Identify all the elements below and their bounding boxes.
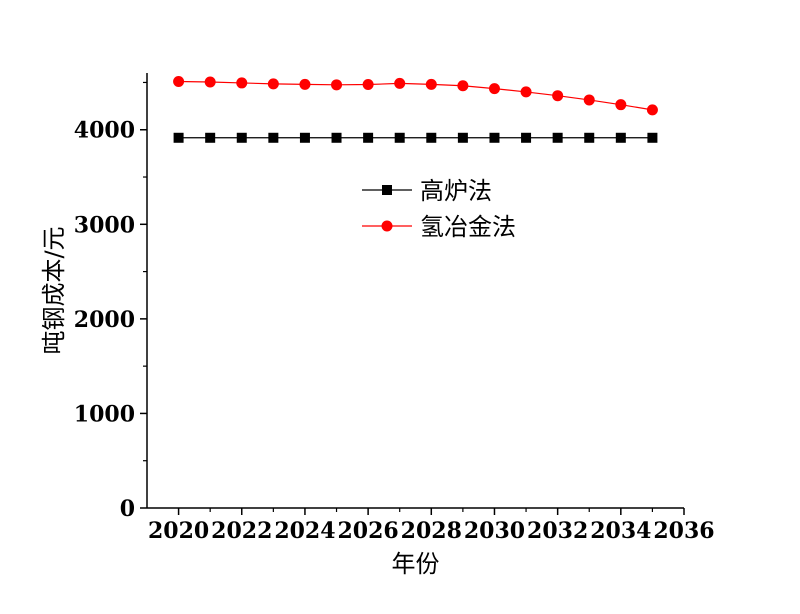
x-tick-label: 2032 (527, 518, 588, 544)
legend-label: 高炉法 (420, 177, 492, 205)
data-point (394, 77, 406, 89)
data-point (425, 78, 437, 90)
y-axis-title: 吨钢成本/元 (40, 226, 68, 354)
data-point (331, 79, 343, 91)
x-ticks: 2020 2022 2024 2026 2028 2030 2032 2034 2036 (148, 508, 715, 544)
data-point (299, 78, 311, 90)
data-point (647, 132, 658, 143)
x-tick-label: 2034 (590, 518, 651, 544)
data-point (552, 90, 564, 102)
data-point (299, 132, 310, 143)
data-point (521, 132, 532, 143)
data-point (362, 79, 374, 91)
y-tick-label: 2000 (74, 307, 135, 333)
data-point (236, 132, 247, 143)
data-point (331, 132, 342, 143)
series-line (178, 80, 653, 111)
data-point (583, 94, 595, 106)
x-tick-label: 2022 (211, 518, 272, 544)
data-point (204, 76, 216, 88)
y-ticks: 0 1000 2000 3000 4000 (74, 81, 147, 522)
data-point (205, 132, 216, 143)
data-point (394, 132, 405, 143)
x-tick-label: 2026 (338, 518, 399, 544)
y-tick-label: 0 (120, 496, 135, 522)
data-point (584, 132, 595, 143)
data-point (173, 132, 184, 143)
data-point (363, 132, 374, 143)
legend-marker (382, 185, 392, 195)
series-1 (173, 132, 658, 143)
y-tick-label: 4000 (74, 118, 135, 144)
data-point (520, 86, 532, 98)
legend-label: 氢冶金法 (420, 213, 516, 241)
data-point (268, 132, 279, 143)
data-point (236, 77, 248, 89)
series-2 (173, 76, 658, 116)
x-tick-label: 2024 (274, 518, 335, 544)
x-tick-label: 2030 (464, 518, 525, 544)
legend-marker (381, 220, 393, 232)
x-tick-label: 2036 (653, 518, 714, 544)
data-point (426, 132, 437, 143)
data-point (615, 99, 627, 111)
data-point (457, 80, 469, 92)
data-point (489, 132, 500, 143)
x-tick-label: 2020 (148, 518, 209, 544)
data-point (552, 132, 563, 143)
data-point (173, 76, 185, 88)
data-point (615, 132, 626, 143)
y-tick-label: 1000 (74, 401, 135, 427)
series-layer (173, 76, 658, 143)
data-point (457, 132, 468, 143)
data-point (267, 78, 279, 90)
x-axis-title: 年份 (392, 550, 440, 578)
y-tick-label: 3000 (74, 212, 135, 238)
data-point (646, 104, 658, 116)
x-tick-label: 2028 (401, 518, 462, 544)
data-point (488, 83, 500, 95)
axes (146, 73, 684, 509)
